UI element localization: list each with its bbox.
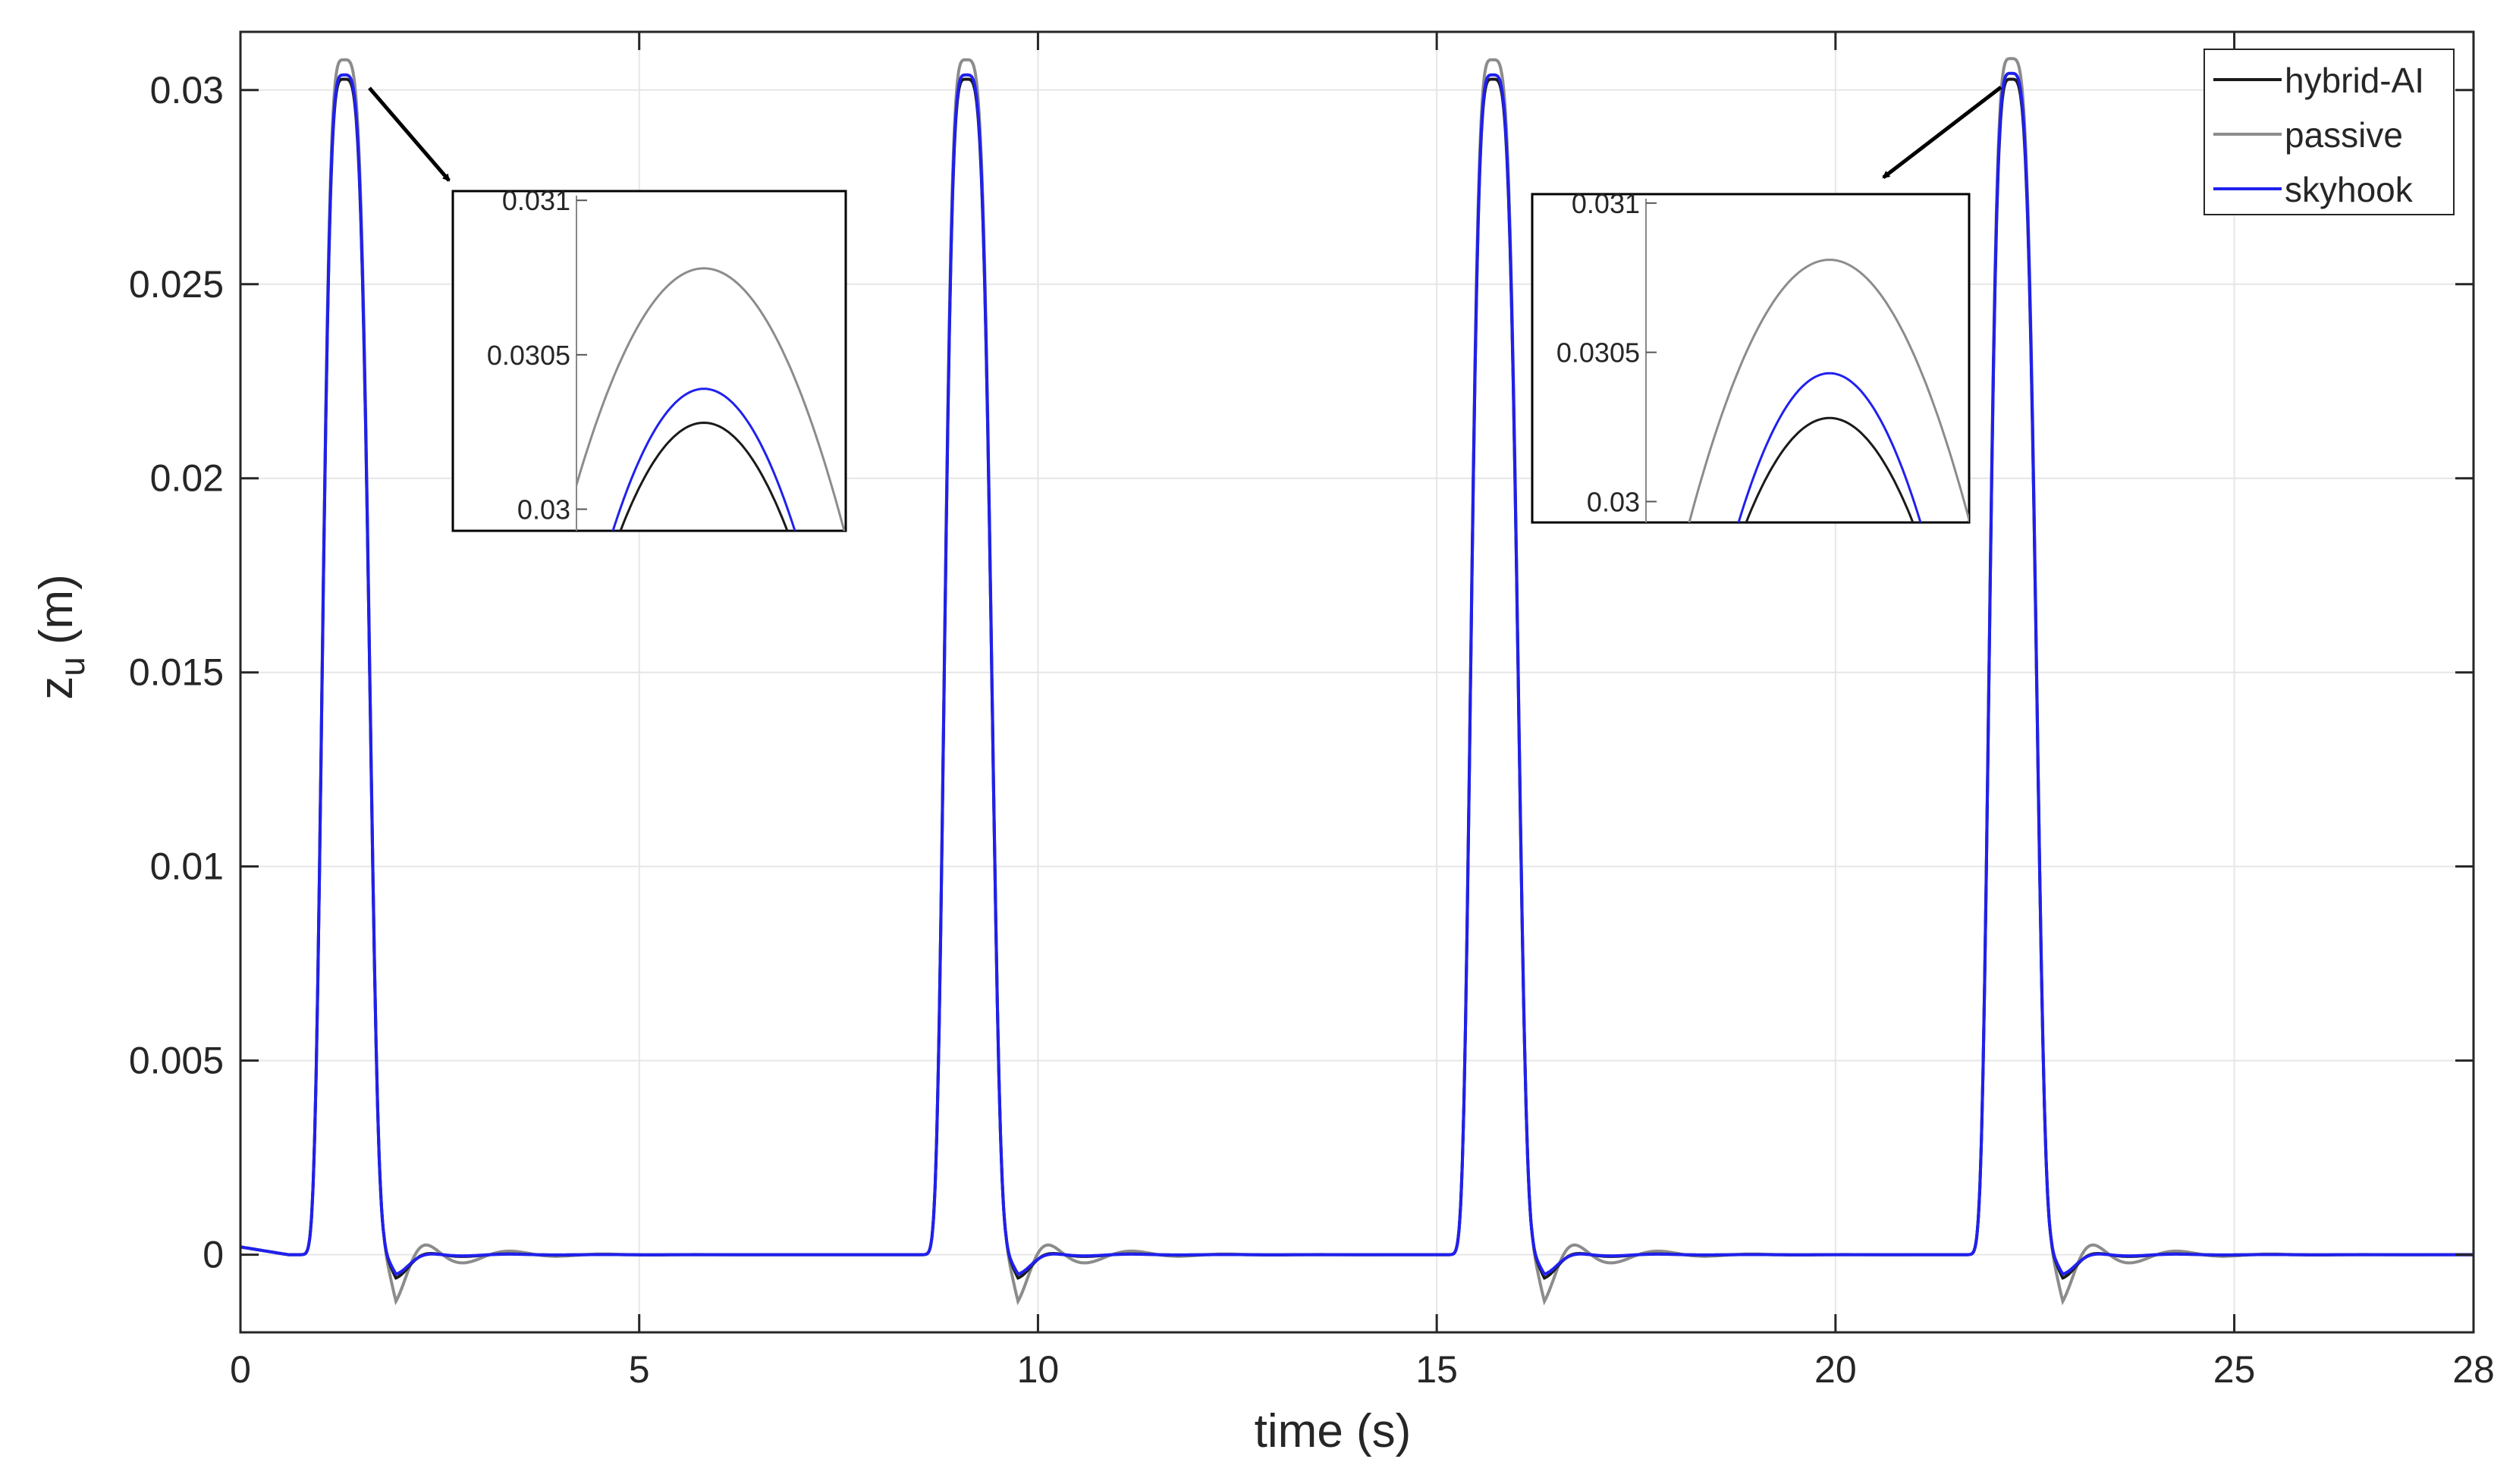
legend-label-passive: passive	[2285, 115, 2403, 155]
x-axis-title: time (s)	[1255, 1405, 1412, 1457]
inset-y-tick-label: 0.031	[502, 185, 570, 216]
inset-y-tick-label: 0.0305	[487, 340, 570, 371]
y-tick-label: 0.03	[150, 69, 224, 111]
y-axis-title: zu(m)	[30, 574, 92, 700]
inset-arrow-left	[368, 86, 451, 182]
inset-frame	[1531, 193, 1971, 524]
inset-arrow-right	[1882, 86, 2002, 179]
series-lines	[240, 57, 2474, 1306]
y-tick-label: 0	[203, 1234, 224, 1276]
x-tick-label: 25	[2213, 1348, 2256, 1391]
x-tick-label: 20	[1814, 1348, 1857, 1391]
x-tick-label: 0	[230, 1348, 251, 1391]
legend-label-hybrid-AI: hybrid-AI	[2285, 61, 2424, 100]
x-tick-label: 28	[2452, 1348, 2495, 1391]
legend-label-skyhook: skyhook	[2285, 170, 2414, 209]
legend: hybrid-AI passive skyhook	[2203, 49, 2455, 215]
y-tick-label: 0.02	[150, 457, 224, 500]
y-tick-label: 0.01	[150, 846, 224, 888]
inset-y-tick-label: 0.03	[517, 494, 570, 525]
y-tick-label: 0.005	[129, 1040, 224, 1082]
zoom-inset-left: 0.03 0.0305 0.031	[451, 185, 847, 532]
inset-series	[576, 267, 846, 531]
legend-box	[2203, 49, 2455, 215]
inset-y-tick-label: 0.0305	[1556, 337, 1640, 369]
x-tick-label: 5	[629, 1348, 650, 1391]
inset-line-hybrid-AI	[1745, 416, 1914, 522]
y-axis: 0 0.005 0.01 0.015 0.02 0.025 0.03	[129, 69, 2474, 1276]
inset-series	[1688, 259, 1969, 522]
plot-frame	[239, 30, 2475, 1334]
y-tick-label: 0.025	[129, 263, 224, 306]
y-tick-label: 0.015	[129, 651, 224, 694]
zoom-inset-right: 0.03 0.0305 0.031	[1531, 188, 1971, 524]
inset-frame	[451, 190, 847, 532]
inset-line-skyhook	[1737, 372, 1922, 522]
inset-y-tick-label: 0.031	[1572, 188, 1640, 219]
inset-line-hybrid-AI	[619, 421, 789, 531]
y-axis-title-subscript: u	[52, 657, 92, 676]
inset-y-tick-label: 0.03	[1587, 486, 1640, 517]
series-line-skyhook	[240, 71, 2474, 1276]
inset-line-skyhook	[611, 387, 796, 531]
x-tick-label: 15	[1415, 1348, 1458, 1391]
inset-line-passive	[576, 267, 846, 531]
x-axis: 0 5 10 15 20 25 28	[230, 32, 2495, 1391]
x-tick-label: 10	[1017, 1348, 1060, 1391]
inset-line-passive	[1688, 259, 1969, 522]
